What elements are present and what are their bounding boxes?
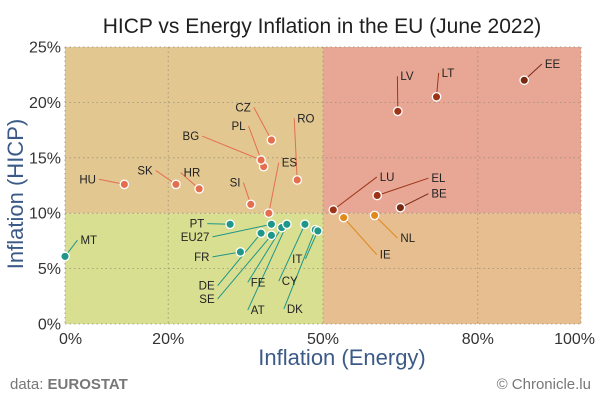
y-axis-label: Inflation (HICP) [3,119,28,269]
point-bg [256,155,266,165]
point-ee [519,75,530,86]
point-si [245,199,256,210]
point-mt [60,251,70,262]
x-tick-label: 100% [554,331,595,348]
leader-line-de [217,232,262,286]
point-es [263,208,274,219]
point-label-be: BE [431,189,447,201]
point-nl [369,210,380,221]
y-tick-label: 10% [29,206,61,223]
point-be [395,202,406,213]
point-label-ro: RO [297,113,314,125]
leader-line-fe [247,227,283,283]
leader-line-eu27 [212,223,272,238]
x-tick-label: 50% [307,331,339,348]
point-lv [392,106,403,117]
plot-area: 0% 5% 10% 15% 20% 25% 0% 20% 50% 80% 100% EE LT LV EL B… [29,40,595,349]
leader-line-se [217,235,272,300]
chart-title: HICP vs Energy Inflation in the EU (June… [103,15,542,38]
point-label-el: EL [431,173,446,185]
leader-line-el [377,177,429,196]
point-ie [338,212,349,223]
x-tick-label: 0% [59,331,82,348]
point-label-lt: LT [442,68,455,80]
leader-line-cy [278,224,306,282]
point-label-fr: FR [194,252,209,264]
point-ro [292,175,303,185]
y-tick-label: 15% [29,150,61,167]
point-it [312,226,323,236]
point-label-dk: DK [287,304,303,316]
point-de [256,228,266,238]
point-label-de: DE [199,281,215,293]
leader-line-dk [283,229,316,310]
x-tick-label: 80% [462,331,494,348]
point-at [282,219,292,230]
source-prefix: data: [10,376,48,393]
point-lt [431,92,442,102]
point-hr [194,183,205,194]
y-tick-label: 0% [38,317,61,334]
point-label-mt: MT [80,235,97,247]
point-sk [171,179,181,190]
point-label-eu27: EU27 [181,232,210,244]
leader-line-lu [333,176,378,211]
quadrant-1 [65,47,323,214]
leader-line-ro [293,118,298,180]
point-label-sk: SK [137,165,153,177]
point-pt [225,219,235,230]
source-credit: data: EUROSTAT [10,376,128,393]
point-label-it: IT [292,254,302,266]
point-fr [235,247,246,257]
x-tick-label: 20% [152,331,184,348]
leader-line-ie [343,217,378,255]
point-cy [300,219,310,230]
leader-line-it [304,230,319,260]
point-label-pl: PL [232,121,247,133]
point-label-se: SE [199,294,215,306]
leader-line-es [268,162,280,214]
point-label-ie: IE [380,250,391,262]
publisher-credit: © Chronicle.lu [497,376,591,393]
point-label-lv: LV [400,71,414,83]
leader-line-at [247,224,288,311]
point-label-bg: BG [183,131,200,143]
y-tick-label: 25% [29,40,61,57]
point-label-nl: NL [400,233,415,245]
y-tick-label: 5% [38,261,61,278]
point-eu27 [266,219,277,230]
point-label-ee: EE [545,59,561,71]
leader-line-bg [201,135,262,161]
leader-line-be [400,193,429,209]
point-label-si: SI [230,178,241,190]
point-label-es: ES [282,158,298,170]
point-label-cz: CZ [235,102,250,114]
point-hu [119,179,130,190]
point-label-pt: PT [190,219,205,231]
leader-line-nl [374,215,398,239]
point-label-hu: HU [79,174,96,186]
source-name: EUROSTAT [48,376,128,393]
point-label-hr: HR [184,168,201,180]
point-el [372,190,383,201]
point-lu [328,205,339,215]
point-se [266,230,277,241]
y-tick-label: 20% [29,95,61,112]
leader-line-cz [253,107,272,141]
x-axis-label: Inflation (Energy) [258,345,426,370]
point-label-cy: CY [282,276,298,288]
point-label-fe: FE [251,277,266,289]
point-label-at: AT [251,305,265,317]
point-cz [266,135,277,145]
point-label-lu: LU [380,172,395,184]
